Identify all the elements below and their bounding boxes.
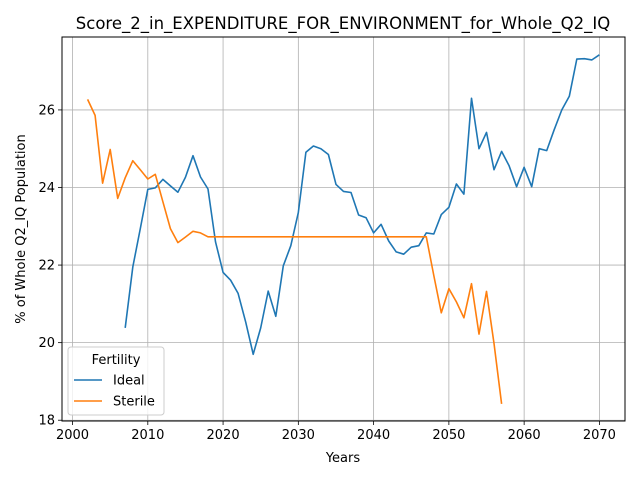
- y-tick-label: 24: [38, 181, 55, 196]
- x-tick-label: 2030: [282, 428, 315, 443]
- x-axis-title: Years: [325, 451, 361, 466]
- x-tick-label: 2050: [432, 428, 465, 443]
- series-line-ideal: [124, 54, 600, 356]
- y-axis-title: % of Whole Q2_IQ Population: [14, 134, 29, 323]
- legend: Fertility Ideal Sterile: [67, 346, 165, 416]
- x-tick-label: 2070: [583, 428, 616, 443]
- y-axis-ticks: 18 20 22 24 26: [38, 103, 62, 429]
- x-tick-label: 2000: [56, 428, 89, 443]
- y-tick-label: 18: [38, 414, 55, 429]
- x-tick-label: 2010: [131, 428, 164, 443]
- x-tick-label: 2040: [357, 428, 390, 443]
- series-line-sterile: [86, 99, 503, 404]
- y-tick-label: 20: [38, 336, 55, 351]
- legend-frame: [67, 346, 165, 416]
- x-tick-label: 2060: [508, 428, 541, 443]
- legend-items: Ideal Sterile: [74, 374, 155, 410]
- x-axis-ticks: 2000 2010 2020 2030 2040 2050 2060 2070: [56, 421, 616, 443]
- legend-label-sterile: Sterile: [113, 395, 155, 410]
- plot-lines: [86, 54, 600, 404]
- legend-title: Fertility: [92, 353, 141, 368]
- legend-label-ideal: Ideal: [113, 374, 145, 389]
- chart-title: Score_2_in_EXPENDITURE_FOR_ENVIRONMENT_f…: [76, 14, 610, 34]
- y-tick-label: 22: [38, 259, 55, 274]
- x-tick-label: 2020: [207, 428, 240, 443]
- y-tick-label: 26: [38, 103, 55, 118]
- plot-frame: [61, 36, 626, 422]
